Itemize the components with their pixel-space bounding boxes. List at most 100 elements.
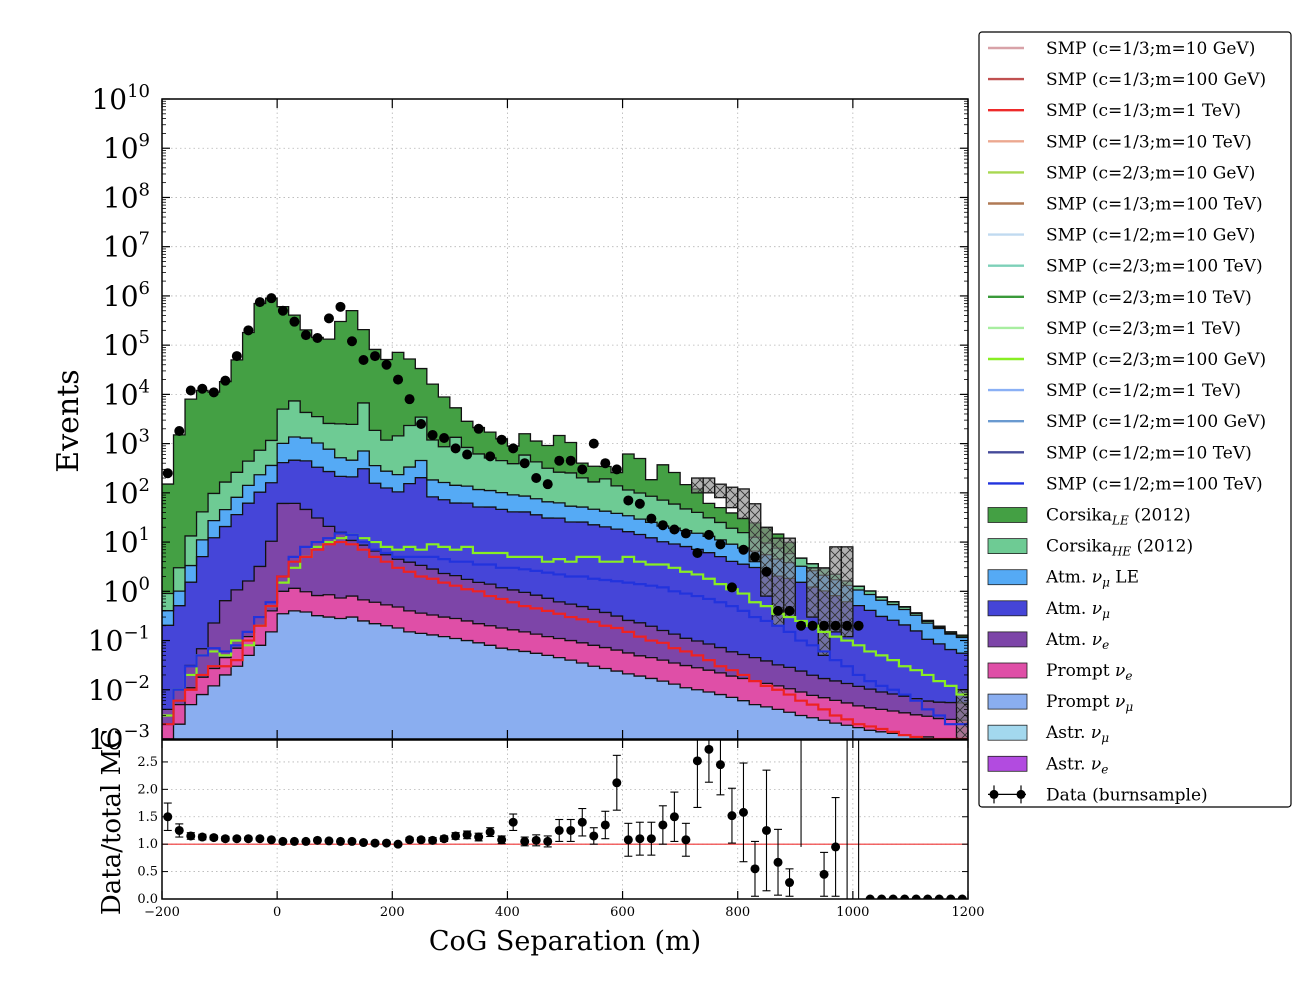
data-point: [623, 495, 634, 506]
mc-uncert-hatch: [818, 567, 830, 656]
ratio-point: [877, 894, 887, 899]
data-point: [508, 443, 519, 454]
legend-patch-swatch: [987, 569, 1028, 586]
ratio-point: [312, 835, 322, 845]
ratio-point: [232, 834, 242, 844]
ratio-point: [416, 835, 426, 845]
ratio-point: [186, 831, 196, 841]
ratio-x-tick-label: 400: [495, 905, 520, 920]
data-point: [634, 498, 645, 509]
main-frame: [161, 98, 969, 740]
legend-item: SMP (c=1/2;m=100 TeV): [988, 474, 1263, 494]
ratio-x-tick-label: 0: [273, 905, 281, 920]
legend-item: SMP (c=1/2;m=1 TeV): [988, 381, 1241, 401]
data-point: [358, 354, 369, 365]
data-point: [646, 513, 657, 524]
ratio-point: [785, 878, 795, 888]
legend-patch-swatch: [987, 662, 1028, 679]
legend: SMP (c=1/3;m=10 GeV) SMP (c=1/3;m=100 GeV…: [978, 31, 1292, 808]
data-point: [427, 429, 438, 440]
ratio-point: [255, 834, 265, 844]
data-point: [220, 375, 231, 386]
legend-item: SMP (c=2/3;m=10 GeV): [988, 163, 1255, 183]
ratio-point: [623, 835, 633, 845]
ratio-plot-area: [162, 740, 968, 899]
mc-uncert-hatch: [806, 567, 819, 618]
data-point: [208, 387, 219, 398]
ratio-point: [865, 894, 875, 899]
legend-item: SMP (c=1/3;m=1 TeV): [988, 101, 1241, 121]
ratio-point: [439, 834, 449, 844]
main-y-ticks: 1010 109 108 107 106 105 104 103 102 101 100 10−1 10…: [88, 81, 969, 756]
y-tick-label: 102: [103, 475, 150, 510]
ratio-point: [669, 812, 679, 822]
y-tick-label: 1010: [91, 81, 150, 116]
data-point: [577, 464, 588, 475]
data-point: [853, 620, 864, 631]
ratio-point: [462, 830, 472, 840]
data-point: [842, 620, 853, 631]
ratio-y-tick-label: 0.5: [137, 865, 158, 880]
ratio-x-tick-label: 800: [725, 905, 750, 920]
ratio-point: [957, 894, 967, 899]
x-axis-title: CoG Separation (m): [429, 926, 701, 957]
ratio-point: [347, 836, 357, 846]
legend-label: Prompt νe: [1046, 661, 1133, 683]
legend-label: SMP (c=1/3;m=10 GeV): [1046, 39, 1255, 59]
data-point: [300, 330, 311, 341]
y-tick-label: 106: [103, 278, 150, 313]
ratio-point: [220, 834, 230, 844]
data-point: [381, 359, 392, 370]
ratio-point: [738, 807, 748, 817]
data-point: [749, 551, 760, 562]
data-point: [277, 305, 288, 316]
data-point: [565, 455, 576, 466]
ratio-point: [658, 820, 668, 830]
mc-uncert-hatch: [829, 546, 842, 632]
ratio-point: [324, 836, 334, 846]
legend-item: Prompt νμ: [987, 692, 1133, 714]
ratio-x-tick-label: 1200: [951, 905, 984, 920]
stack-edge: [162, 587, 968, 725]
ratio-point: [750, 864, 760, 874]
data-point: [807, 620, 818, 631]
ratio-x-tick-label: 200: [380, 905, 405, 920]
ratio-point: [474, 832, 484, 842]
data-point: [162, 468, 173, 479]
data-point: [335, 301, 346, 312]
ratio-point: [715, 760, 725, 770]
legend-label: CorsikaHE (2012): [1046, 537, 1193, 559]
ratio-point: [451, 831, 461, 841]
data-point: [393, 374, 404, 385]
ratio-point: [681, 835, 691, 845]
data-point: [761, 566, 772, 577]
ratio-x-tick-label: 600: [610, 905, 635, 920]
ratio-point: [243, 834, 253, 844]
data-point: [473, 423, 484, 434]
legend-label: Atm. νμ: [1045, 599, 1110, 621]
data-points-main: [162, 293, 864, 631]
ratio-point: [278, 836, 288, 846]
y-tick-label: 10−2: [88, 672, 150, 707]
legend-item: SMP (c=1/3;m=10 GeV): [988, 39, 1255, 59]
data-point: [197, 383, 208, 394]
ratio-point: [589, 831, 599, 841]
data-point: [439, 433, 450, 444]
mc-uncert-hatch: [956, 689, 968, 739]
legend-patch-swatch: [987, 538, 1028, 554]
legend-item: SMP (c=2/3;m=100 GeV): [988, 350, 1266, 370]
ratio-point: [485, 827, 495, 837]
data-point: [519, 458, 530, 469]
ratio-point: [335, 836, 345, 846]
legend-items: SMP (c=1/3;m=10 GeV) SMP (c=1/3;m=100 GeV…: [987, 39, 1266, 805]
ratio-point: [174, 825, 184, 835]
ratio-point: [946, 894, 956, 899]
legend-label: SMP (c=1/2;m=100 TeV): [1046, 474, 1263, 494]
legend-patch-swatch: [987, 507, 1028, 523]
ratio-point: [531, 835, 541, 845]
legend-label: SMP (c=2/3;m=1 TeV): [1046, 319, 1241, 339]
ratio-point: [554, 825, 564, 835]
legend-label: SMP (c=2/3;m=100 TeV): [1046, 257, 1263, 277]
ratio-point: [612, 778, 622, 788]
